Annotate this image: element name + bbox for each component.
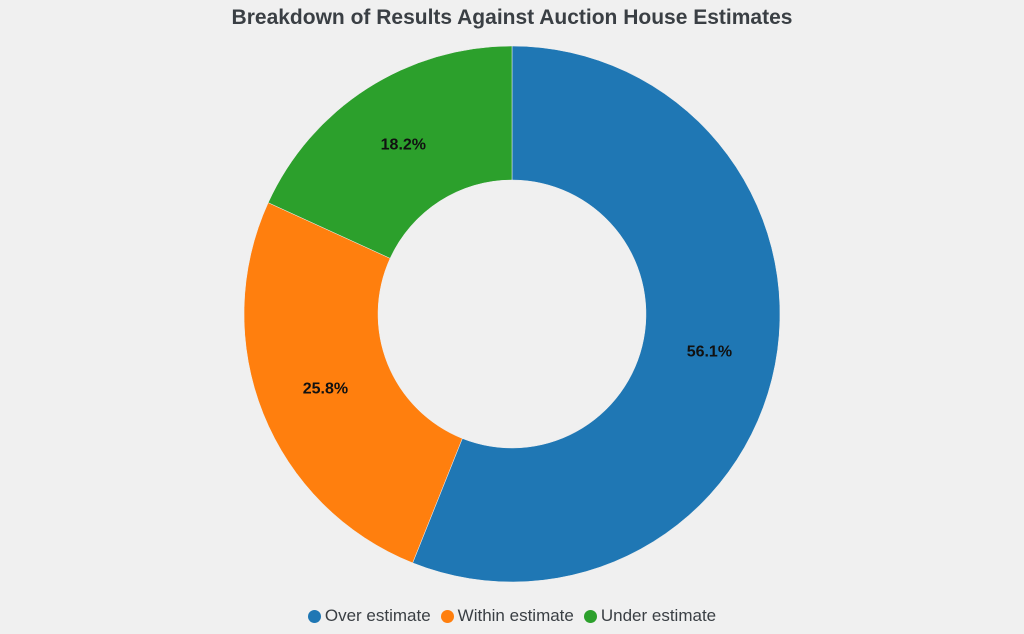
legend-swatch-icon: [440, 609, 454, 623]
legend-label: Under estimate: [600, 606, 717, 625]
legend-item-within-estimate[interactable]: Within estimate: [440, 606, 574, 626]
legend-swatch-icon: [583, 609, 597, 623]
slice-label-over-estimate: 56.1%: [687, 343, 732, 360]
legend-label: Within estimate: [457, 606, 574, 625]
slice-label-under-estimate: 18.2%: [381, 136, 426, 153]
chart-title: Breakdown of Results Against Auction Hou…: [231, 6, 793, 29]
slices-group: [243, 45, 781, 583]
slice-label-within-estimate: 25.8%: [303, 380, 348, 397]
slice-over-estimate: [412, 45, 781, 583]
legend-item-under-estimate[interactable]: Under estimate: [583, 606, 717, 626]
labels-group: 56.1% 25.8% 18.2%: [303, 136, 732, 397]
legend-label: Over estimate: [324, 606, 431, 625]
slice-under-estimate: [267, 45, 513, 259]
legend-item-over-estimate[interactable]: Over estimate: [307, 606, 431, 626]
legend-swatch-icon: [307, 609, 321, 623]
legend: Over estimate Within estimate Under estima…: [0, 606, 1024, 626]
slice-within-estimate: [243, 202, 463, 564]
